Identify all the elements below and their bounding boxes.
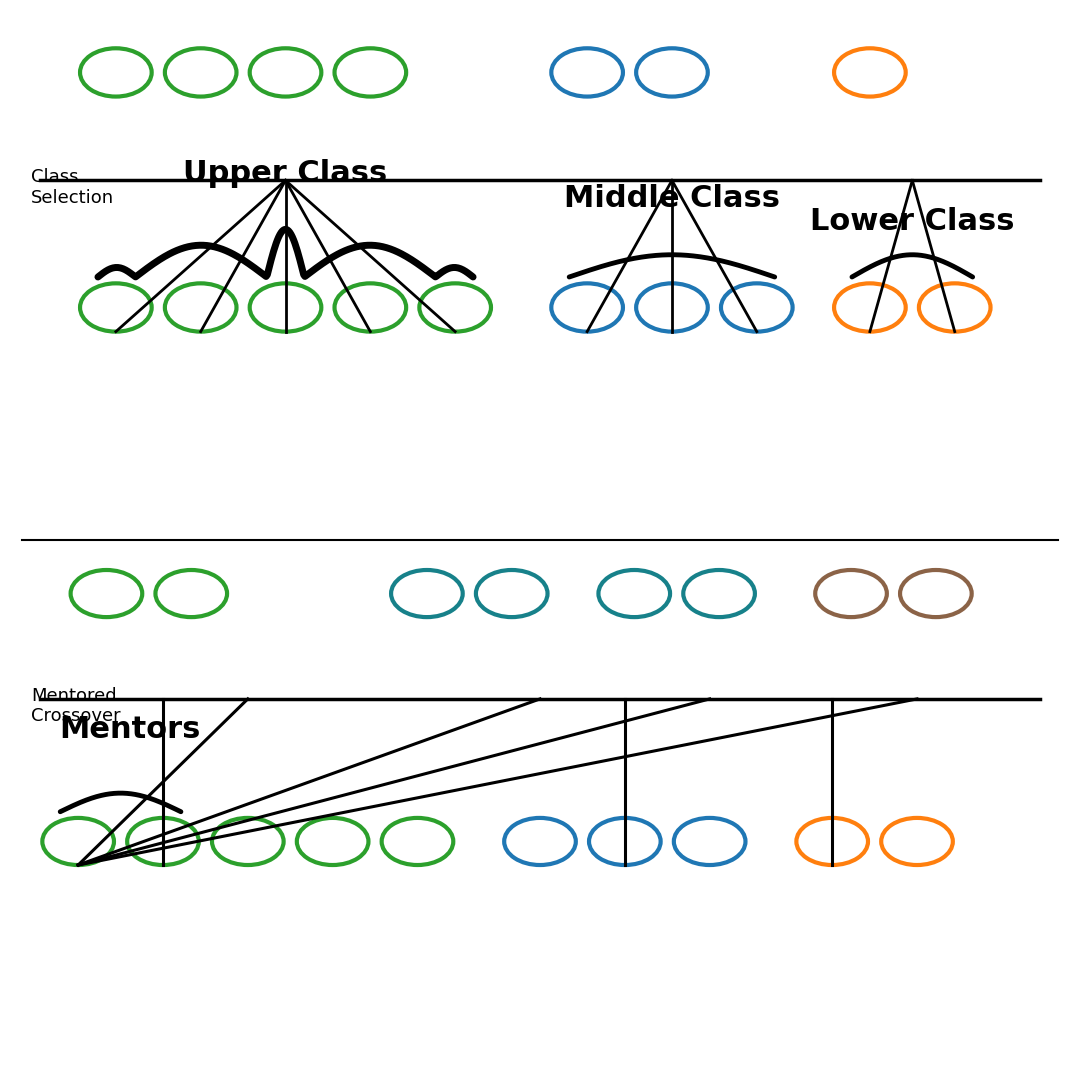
- Text: Mentored
Crossover: Mentored Crossover: [31, 687, 121, 726]
- Text: Middle Class: Middle Class: [564, 185, 780, 214]
- Text: Lower Class: Lower Class: [810, 206, 1014, 235]
- Text: Mentors: Mentors: [59, 715, 201, 743]
- Text: Class
Selection: Class Selection: [31, 167, 114, 206]
- Text: Upper Class: Upper Class: [184, 159, 388, 188]
